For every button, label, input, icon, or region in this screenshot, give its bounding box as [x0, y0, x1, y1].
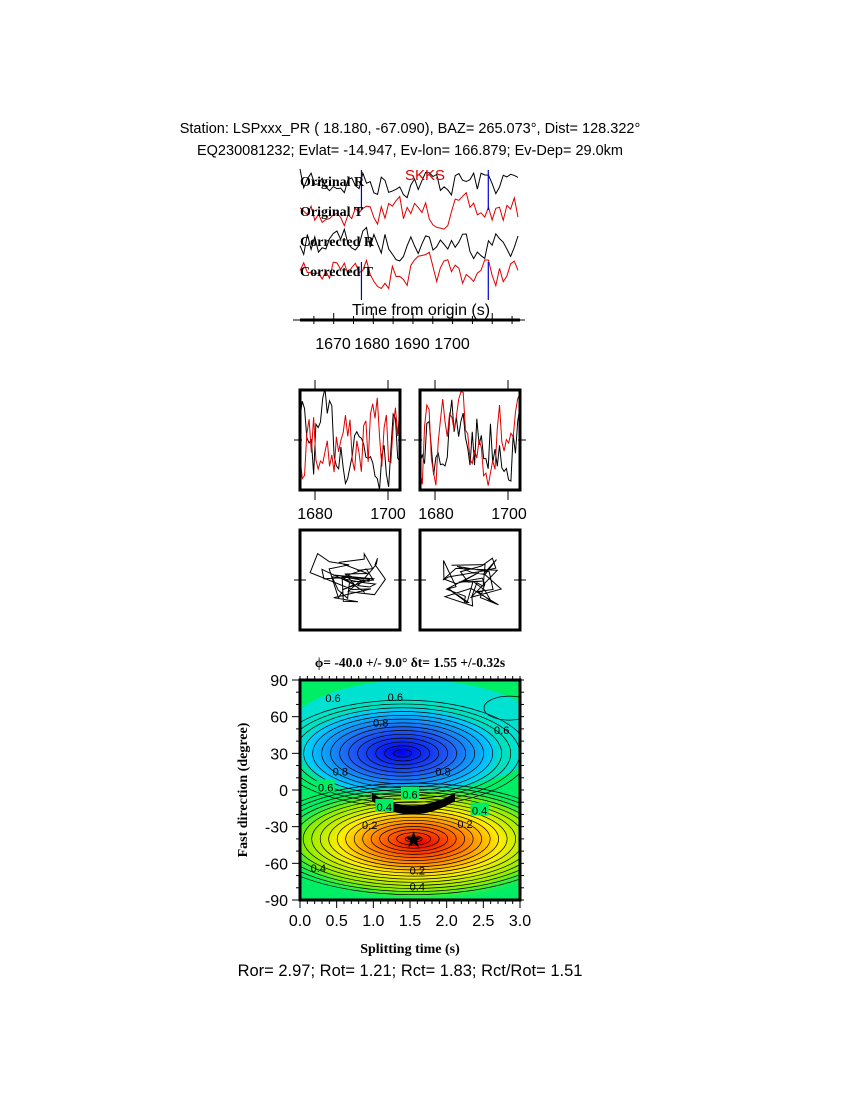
- particle-motion-frame-left: [298, 528, 402, 632]
- y-tick-label: 90: [270, 673, 288, 690]
- contour-label-box: [401, 786, 419, 800]
- x-tick-label: 1.0: [362, 913, 384, 930]
- event-info: EQ230081232; Evlat= -14.947, Ev-lon= 166…: [196, 143, 623, 159]
- trace-label-corrected-r: Corrected R: [300, 235, 375, 250]
- contour-label-box: [316, 779, 335, 793]
- contour-label: 0.8: [373, 718, 388, 730]
- particle-motion-corrected: [420, 557, 520, 607]
- transverse-waveform: [420, 391, 520, 486]
- energy-ratio-summary: Ror= 2.97; Rot= 1.21; Rct= 1.83; Rct/Rot…: [237, 962, 583, 980]
- trace-panel: [299, 168, 519, 300]
- trace-corrected-r: [299, 226, 519, 262]
- waveform-tick-label: 1680: [297, 506, 333, 523]
- contour-line: [330, 722, 476, 785]
- contour-label: 0.8: [435, 766, 450, 778]
- waveform-panel-original: [300, 390, 400, 490]
- contour-label: 0.4: [377, 802, 392, 814]
- contour-line: [345, 813, 483, 865]
- contour-label: 0.4: [410, 881, 425, 893]
- waveform-panel-corrected: [420, 391, 520, 486]
- trace-label-original-r: Original R: [300, 175, 365, 190]
- x-tick-label: 0.5: [326, 913, 348, 930]
- waveform-frame-right: [418, 388, 522, 492]
- x-tick-label: 0.0: [289, 913, 311, 930]
- contour-line: [319, 804, 508, 874]
- contour-label-box: [470, 802, 489, 816]
- y-tick-label: 0: [279, 783, 288, 800]
- contour-label: 0.4: [311, 863, 326, 875]
- contour-line: [384, 745, 422, 762]
- particle-motion-path: [309, 551, 387, 603]
- contour-line: [483, 695, 520, 721]
- contour-title: ϕ= -40.0 +/- 9.0° δt= 1.55 +/-0.32s: [315, 655, 505, 670]
- trace-tick-label: 1700: [434, 336, 470, 353]
- station-info: Station: LSPxxx_PR ( 18.180, -67.090), B…: [179, 121, 641, 137]
- contour-label: 0.6: [494, 725, 509, 737]
- contour-label: 0.6: [325, 693, 340, 705]
- y-tick-label: -90: [265, 893, 288, 910]
- contour-label: 0.4: [472, 806, 487, 818]
- trace-x-axis-bar: [300, 318, 520, 322]
- contour-line: [328, 807, 500, 871]
- y-tick-label: -60: [265, 856, 288, 873]
- contour-label: 0.2: [457, 819, 472, 831]
- contour-line: [366, 737, 440, 769]
- radial-waveform: [420, 399, 520, 482]
- contour-line: [353, 816, 474, 861]
- contour-label: 0.2: [362, 820, 377, 832]
- contour-line: [396, 832, 432, 846]
- contour-line: [362, 819, 466, 858]
- contour-line: [357, 733, 449, 773]
- trace-tick-label: 1690: [394, 336, 430, 353]
- contour-line: [336, 810, 491, 868]
- best-fit-star-icon: ★: [404, 827, 424, 852]
- contour-label: 0.8: [333, 766, 348, 778]
- waveform-tick-label: 1700: [491, 506, 527, 523]
- contour-line: [300, 782, 520, 896]
- contour-line: [300, 699, 520, 807]
- contour-label: 0.6: [388, 692, 403, 704]
- contour-line: [375, 741, 431, 766]
- contour-line: [370, 823, 457, 855]
- trace-original-r: [299, 168, 519, 199]
- y-tick-label: -30: [265, 820, 288, 837]
- x-tick-label: 1.5: [399, 913, 421, 930]
- trace-corrected-t: [299, 251, 519, 290]
- contour-label-box: [375, 798, 394, 812]
- trace-original-t: [299, 191, 519, 230]
- particle-motion-path: [442, 557, 503, 607]
- x-axis-label: Splitting time (s): [360, 942, 460, 957]
- x-tick-label: 3.0: [509, 913, 531, 930]
- y-tick-label: 60: [270, 710, 288, 727]
- contour-line: [339, 726, 467, 781]
- waveform-tick-label: 1680: [418, 506, 454, 523]
- trace-tick-label: 1680: [354, 336, 390, 353]
- trace-label-original-t: Original T: [300, 205, 364, 220]
- y-axis-label: Fast direction (degree): [236, 722, 251, 857]
- contour-label: 0.2: [410, 865, 425, 877]
- contour-line: [311, 801, 517, 877]
- x-tick-label: 2.0: [436, 913, 458, 930]
- trace-tick-label: 1670: [315, 336, 351, 353]
- x-tick-label: 2.5: [472, 913, 494, 930]
- contour-label: 0.6: [318, 782, 333, 794]
- phase-label: SKKS: [405, 167, 445, 184]
- trace-label-corrected-t: Corrected T: [300, 265, 374, 280]
- contour-line: [404, 835, 423, 843]
- contour-line: [379, 826, 449, 852]
- contour-line: [393, 749, 413, 758]
- contour-line: [300, 785, 520, 892]
- contour-line: [348, 730, 458, 777]
- trace-x-axis-label: Time from origin (s): [352, 302, 490, 319]
- particle-motion-frame-right: [418, 528, 522, 632]
- contour-label: 0.6: [402, 790, 417, 802]
- contour-line: [387, 829, 440, 849]
- transverse-waveform: [300, 397, 400, 480]
- y-tick-label: 30: [270, 746, 288, 763]
- waveform-tick-label: 1700: [370, 506, 406, 523]
- particle-motion-original: [300, 551, 400, 603]
